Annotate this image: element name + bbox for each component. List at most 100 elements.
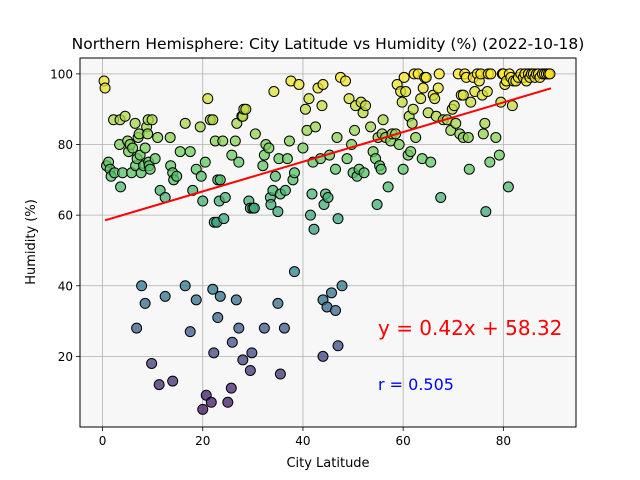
data-point [219, 191, 231, 203]
data-point [433, 68, 445, 80]
data-point [99, 82, 111, 94]
data-point [382, 181, 394, 193]
data-point [248, 202, 260, 214]
data-point [410, 131, 422, 143]
data-point [197, 403, 209, 415]
data-point [397, 163, 409, 175]
data-point [297, 142, 309, 154]
data-point [299, 103, 311, 115]
data-point [340, 75, 352, 87]
data-point [146, 357, 158, 369]
data-point [450, 117, 462, 129]
data-point [139, 142, 151, 154]
data-point [265, 199, 277, 211]
x-tick-label: 60 [396, 434, 411, 448]
data-point [435, 191, 447, 203]
data-point [194, 121, 206, 133]
data-point [316, 100, 328, 112]
data-point [288, 167, 300, 179]
data-point [131, 322, 143, 334]
data-point [190, 294, 202, 306]
x-tick-label: 0 [99, 434, 107, 448]
data-point [330, 163, 342, 175]
data-point [244, 365, 256, 377]
data-point [139, 297, 151, 309]
data-point [465, 96, 477, 108]
data-point [432, 82, 444, 94]
data-point [322, 191, 334, 203]
data-point [272, 297, 284, 309]
data-point [229, 135, 241, 147]
x-axis-label: City Latitude [286, 456, 369, 471]
data-point [407, 103, 419, 115]
data-point [371, 199, 383, 211]
data-point [288, 266, 300, 278]
data-point [217, 135, 229, 147]
data-point [268, 86, 280, 98]
data-point [283, 135, 295, 147]
data-point [129, 117, 141, 129]
data-point [153, 379, 165, 391]
data-point [377, 114, 389, 126]
data-point [240, 103, 252, 115]
data-point [222, 396, 234, 408]
data-point [360, 100, 372, 112]
axis-ticks: 0 20 40 60 80 20 40 60 80 100 [50, 67, 511, 448]
data-point [393, 139, 405, 151]
data-point [417, 82, 429, 94]
data-point [207, 283, 219, 295]
data-point [149, 153, 161, 165]
data-point [332, 213, 344, 225]
data-point [330, 304, 342, 316]
plot-area [80, 58, 576, 427]
data-point [205, 396, 217, 408]
data-point [400, 86, 412, 98]
data-point [375, 163, 387, 175]
data-point [230, 294, 242, 306]
data-point [164, 131, 176, 143]
data-point [208, 347, 220, 359]
data-point [336, 280, 348, 292]
data-point [136, 280, 148, 292]
data-point [365, 121, 377, 133]
data-point [119, 110, 131, 122]
correlation-coefficient: r = 0.505 [378, 375, 454, 394]
data-point [202, 93, 214, 105]
data-point [142, 128, 154, 140]
data-point [429, 93, 441, 105]
data-point [197, 195, 209, 207]
y-tick-label: 40 [58, 279, 73, 293]
data-point [207, 114, 219, 126]
data-point [317, 78, 329, 90]
data-point [358, 167, 370, 179]
plot-frame [79, 57, 577, 428]
data-point [279, 184, 291, 196]
data-point [274, 368, 286, 380]
regression-line [104, 87, 552, 222]
y-tick-label: 60 [58, 209, 73, 223]
data-point [479, 117, 491, 129]
data-point [117, 167, 129, 179]
chart-title: Northern Hemisphere: City Latitude vs Hu… [72, 35, 585, 53]
data-point [405, 146, 417, 158]
data-point [257, 160, 269, 172]
data-point [258, 322, 270, 334]
data-point [195, 170, 207, 182]
data-point [396, 96, 408, 108]
data-point [144, 163, 156, 175]
data-point [309, 121, 321, 133]
data-point [406, 117, 418, 129]
data-point [341, 153, 353, 165]
y-axis-label: Humidity (%) [24, 199, 39, 285]
data-point [420, 71, 432, 83]
data-point [477, 128, 489, 140]
data-point [463, 163, 475, 175]
data-point [199, 156, 211, 168]
data-point [127, 142, 139, 154]
data-point [184, 146, 196, 158]
data-point [304, 209, 316, 221]
data-point [493, 149, 505, 161]
data-point [326, 287, 338, 299]
data-point [115, 181, 127, 193]
